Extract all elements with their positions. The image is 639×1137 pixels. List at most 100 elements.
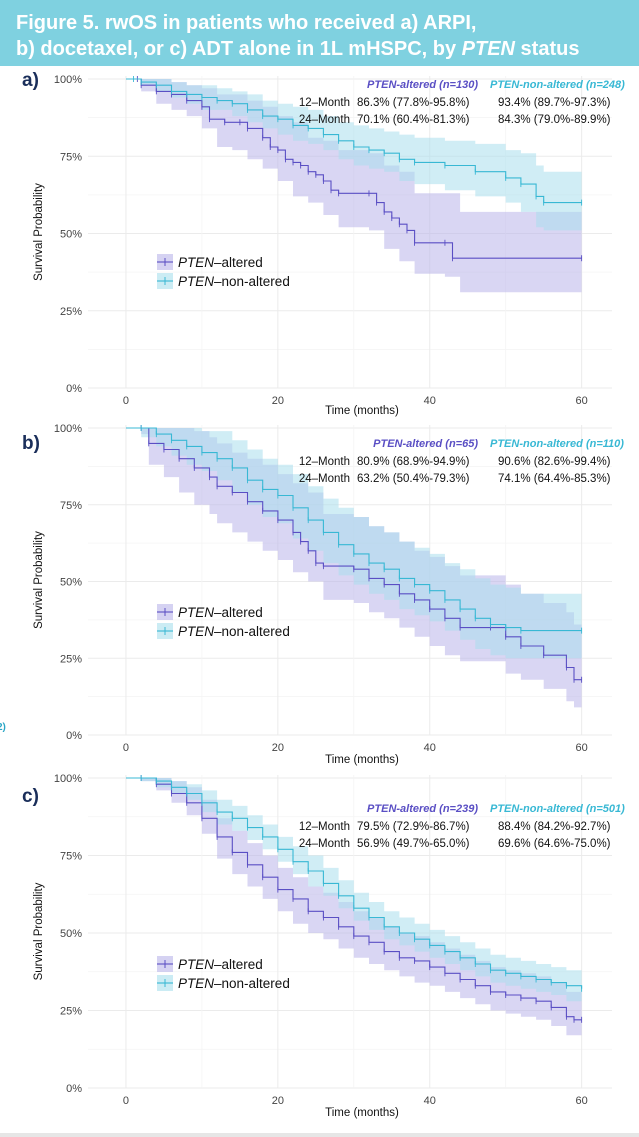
panel-label: a) <box>22 70 39 91</box>
legend-label: PTEN–non-altered <box>178 274 290 289</box>
ci-band-altered <box>126 79 582 293</box>
table-altered-value: 63.2% (50.4%-79.3%) <box>357 473 470 485</box>
table-altered-value: 70.1% (60.4%-81.3%) <box>357 114 470 126</box>
table-non-altered-value: 84.3% (79.0%-89.9%) <box>498 114 611 126</box>
table-non-altered-value: 88.4% (84.2%-92.7%) <box>498 821 611 833</box>
x-tick-label: 40 <box>424 742 436 754</box>
x-tick-label: 0 <box>123 742 129 754</box>
side-mark: 2) <box>0 722 6 733</box>
x-tick-label: 0 <box>123 395 129 407</box>
panel-label: c) <box>22 786 39 807</box>
y-tick-label: 75% <box>60 151 82 163</box>
table-header-altered: PTEN-altered (n=65) <box>373 438 478 450</box>
table-non-altered-value: 69.6% (64.6%-75.0%) <box>498 838 611 850</box>
y-tick-label: 0% <box>66 730 82 742</box>
y-tick-label: 50% <box>60 577 82 589</box>
title-line-2-italic: PTEN <box>461 38 515 60</box>
legend-label: PTEN–non-altered <box>178 624 290 639</box>
legend-label-italic: PTEN <box>178 957 214 972</box>
figure-title-line-1: Figure 5. rwOS in patients who received … <box>16 12 477 34</box>
y-axis-title: Survival Probability <box>33 882 45 980</box>
x-tick-label: 20 <box>272 395 284 407</box>
y-tick-label: 0% <box>66 1083 82 1095</box>
table-header-non-altered: PTEN-non-altered (n=248) <box>490 79 625 91</box>
legend-label-rest: –altered <box>214 605 263 620</box>
legend-label-italic: PTEN <box>178 624 214 639</box>
panel-label: b) <box>22 433 40 454</box>
y-tick-label: 50% <box>60 928 82 940</box>
legend-label: PTEN–altered <box>178 605 263 620</box>
table-row-label: 24–Month <box>299 114 350 126</box>
table-header-non-altered: PTEN-non-altered (n=110) <box>490 438 624 450</box>
table-non-altered-value: 90.6% (82.6%-99.4%) <box>498 456 611 468</box>
y-tick-label: 25% <box>60 306 82 318</box>
ci-band-non-altered <box>126 428 582 659</box>
survival-curve-non-altered <box>126 777 583 989</box>
table-row-label: 12–Month <box>299 456 350 468</box>
legend-label-rest: –non-altered <box>214 624 290 639</box>
legend-label-italic: PTEN <box>178 255 214 270</box>
km-chart-b: 0% 25% 50% 75% 100% 0 20 40 60 Time (months) Survi… <box>0 420 639 770</box>
table-row-label: 12–Month <box>299 821 350 833</box>
x-tick-label: 20 <box>272 742 284 754</box>
legend-label-rest: –non-altered <box>214 976 290 991</box>
legend-label-italic: PTEN <box>178 274 214 289</box>
bottom-rule <box>0 1133 639 1137</box>
x-tick-label: 20 <box>272 1095 284 1107</box>
x-tick-label: 60 <box>575 1095 587 1107</box>
legend-label: PTEN–non-altered <box>178 976 290 991</box>
y-tick-label: 100% <box>54 423 82 435</box>
y-tick-label: 0% <box>66 383 82 395</box>
table-row-label: 12–Month <box>299 97 350 109</box>
y-axis-title: Survival Probability <box>33 531 45 629</box>
figure-title-bar: Figure 5. rwOS in patients who received … <box>0 0 639 66</box>
legend-label-rest: –altered <box>214 255 263 270</box>
survival-curve-altered <box>126 777 582 1021</box>
legend-label-italic: PTEN <box>178 976 214 991</box>
x-tick-label: 40 <box>424 395 436 407</box>
table-header-altered: PTEN-altered (n=130) <box>367 79 478 91</box>
km-chart-a-svg: 0% 25% 50% 75% 100% 0 20 40 60 Time (months) Survi… <box>0 70 625 417</box>
table-altered-value: 56.9% (49.7%-65.0%) <box>357 838 470 850</box>
table-header-altered: PTEN-altered (n=239) <box>367 803 478 815</box>
x-axis-title: Time (months) <box>325 405 399 417</box>
table-altered-value: 86.3% (77.8%-95.8%) <box>357 97 470 109</box>
km-chart-a: 0% 25% 50% 75% 100% 0 20 40 60 Time (months) Survi… <box>0 66 639 420</box>
legend-label: PTEN–altered <box>178 255 263 270</box>
table-altered-value: 79.5% (72.9%-86.7%) <box>357 821 470 833</box>
table-header-non-altered: PTEN-non-altered (n=501) <box>490 803 625 815</box>
y-tick-label: 75% <box>60 851 82 863</box>
x-axis-title: Time (months) <box>325 754 399 766</box>
title-line-2-suffix: status <box>515 38 580 60</box>
km-chart-c: 0% 25% 50% 75% 100% 0 20 40 60 Time (months) Survi… <box>0 770 639 1133</box>
ci-band-non-altered <box>126 79 582 231</box>
y-tick-label: 100% <box>54 74 82 86</box>
legend-label-italic: PTEN <box>178 605 214 620</box>
table-altered-value: 80.9% (68.9%-94.9%) <box>357 456 470 468</box>
y-tick-label: 100% <box>54 773 82 785</box>
table-non-altered-value: 93.4% (89.7%-97.3%) <box>498 97 611 109</box>
x-tick-label: 60 <box>575 742 587 754</box>
x-axis-title: Time (months) <box>325 1107 399 1119</box>
y-tick-label: 25% <box>60 1006 82 1018</box>
figure-title-line-2: b) docetaxel, or c) ADT alone in 1L mHSP… <box>16 38 579 61</box>
km-chart-b-svg: 0% 25% 50% 75% 100% 0 20 40 60 Time (months) Survi… <box>0 423 624 766</box>
x-tick-label: 40 <box>424 1095 436 1107</box>
legend-label-rest: –altered <box>214 957 263 972</box>
y-tick-label: 25% <box>60 653 82 665</box>
ci-band-non-altered <box>126 778 582 1005</box>
table-row-label: 24–Month <box>299 838 350 850</box>
x-tick-label: 0 <box>123 1095 129 1107</box>
x-tick-label: 60 <box>575 395 587 407</box>
y-axis-title: Survival Probability <box>33 183 45 281</box>
legend-label: PTEN–altered <box>178 957 263 972</box>
legend-label-rest: –non-altered <box>214 274 290 289</box>
table-row-label: 24–Month <box>299 473 350 485</box>
y-tick-label: 50% <box>60 229 82 241</box>
km-chart-c-svg: 0% 25% 50% 75% 100% 0 20 40 60 Time (months) Survi… <box>22 773 625 1119</box>
survival-curve-altered <box>126 78 582 259</box>
y-tick-label: 75% <box>60 500 82 512</box>
